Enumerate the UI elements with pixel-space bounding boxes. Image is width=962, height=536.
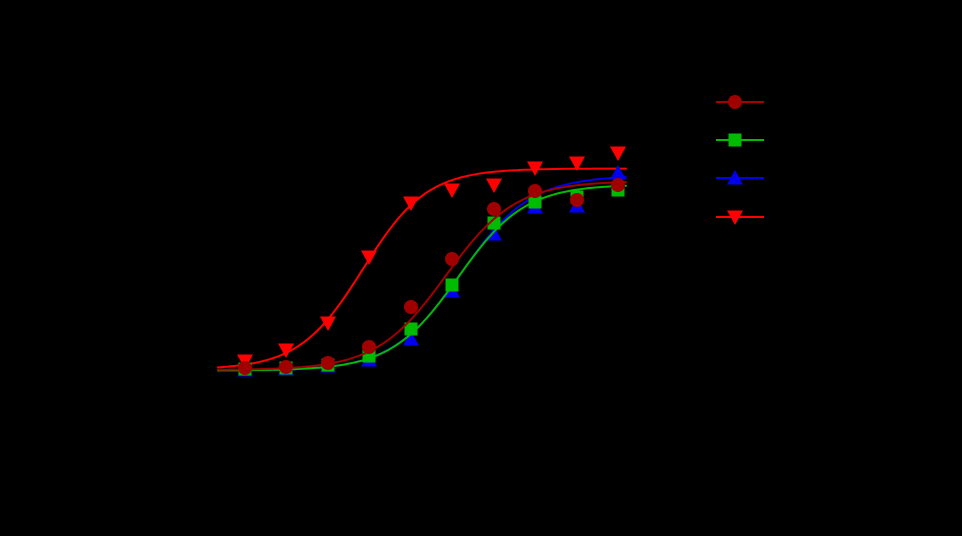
series-dark-red-circles-marker-1: [238, 361, 252, 375]
series-dark-red-circles-marker-4: [362, 340, 376, 354]
series-red-down-triangles-marker-2: [278, 343, 294, 358]
series-green-squares-curve: [217, 184, 627, 372]
series-green-squares-marker-8: [528, 195, 542, 209]
series-dark-red-circles-marker-10: [611, 178, 625, 192]
series-green-squares-marker-6: [445, 278, 459, 292]
series-red-down-triangles-marker-7: [486, 178, 502, 193]
series-dark-red-circles-marker-6: [445, 252, 459, 266]
legend-marker-series-dark-red-circles: [728, 95, 742, 109]
series-blue-up-triangles-marker-10: [610, 165, 626, 180]
series-green-squares-marker-5: [404, 322, 418, 336]
series-blue-up-triangles-curve: [217, 176, 627, 372]
series-red-down-triangles-marker-5: [403, 196, 419, 211]
series-blue-up-triangles-marker-5: [403, 331, 419, 346]
series-red-down-triangles-marker-6: [444, 183, 460, 198]
series-dark-red-circles-marker-9: [570, 193, 584, 207]
series-dark-red-circles-marker-3: [321, 356, 335, 370]
legend-marker-series-green-squares: [728, 133, 742, 147]
legend-marker-series-blue-up-triangles: [727, 170, 743, 185]
series-red-down-triangles-marker-10: [610, 146, 626, 161]
series-red-down-triangles-curve: [217, 167, 627, 369]
legend-marker-series-red-down-triangles: [727, 210, 743, 225]
series-red-down-triangles-marker-9: [569, 156, 585, 171]
series-red-down-triangles-marker-8: [527, 161, 543, 176]
series-dark-red-circles-marker-7: [487, 202, 501, 216]
series-green-squares-marker-7: [487, 216, 501, 230]
series-red-down-triangles-marker-3: [320, 316, 336, 331]
series-red-down-triangles-marker-4: [361, 250, 377, 265]
series-dark-red-circles-marker-5: [404, 300, 418, 314]
series-dark-red-circles-marker-8: [528, 184, 542, 198]
series-dark-red-circles-marker-2: [279, 360, 293, 374]
series-dark-red-circles-curve: [217, 181, 627, 371]
